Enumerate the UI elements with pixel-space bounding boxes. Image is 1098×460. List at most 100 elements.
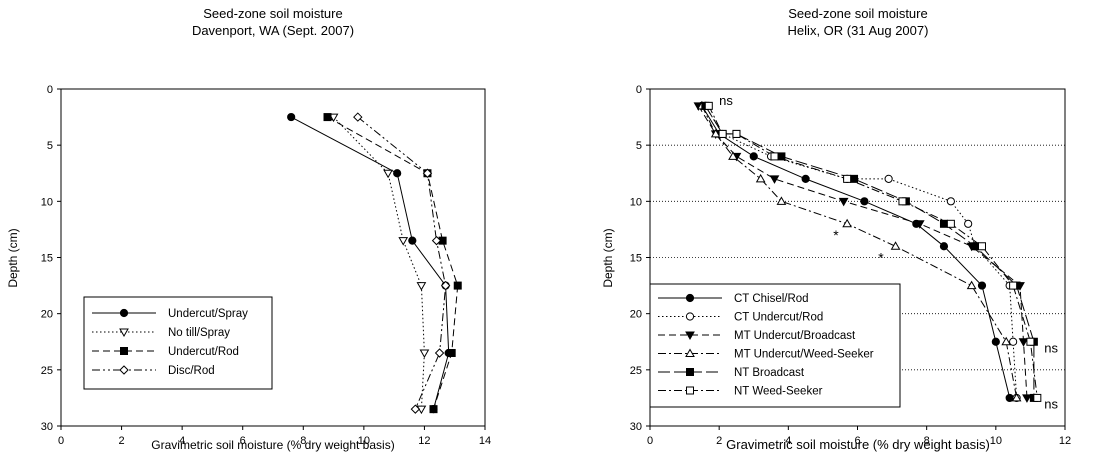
annotation-label: ns [719,93,733,108]
x-tick-label: 6 [240,435,246,447]
annotation-label: ns [1044,340,1058,355]
legend-label: No till/Spray [168,327,230,339]
data-point [1009,281,1018,290]
data-point [1011,392,1022,402]
data-point [1026,337,1035,346]
x-tick-label: 10 [358,435,370,447]
data-point [884,174,893,183]
data-point [939,219,948,228]
data-point [966,280,977,290]
data-point [440,280,451,291]
data-point [323,113,332,122]
legend-label: Disc/Rod [168,365,215,377]
data-point [776,196,787,205]
data-point [431,235,442,246]
data-point [728,151,738,160]
legend-marker [120,347,128,355]
y-tick-label: 30 [630,421,642,433]
x-tick-label: 8 [924,435,930,447]
chart-title: Seed-zone soil moisture [203,6,342,21]
legend-label: NT Weed-Seeker [734,386,823,398]
x-tick-label: 4 [179,435,185,447]
x-tick-label: 6 [854,435,860,447]
y-tick-label: 15 [41,253,53,265]
data-point [393,169,402,178]
y-axis-label: Depth (cm) [6,228,20,287]
chart-davenport: Seed-zone soil moisture Davenport, WA (S… [6,6,491,452]
x-tick-label: 4 [785,435,791,447]
x-tick-label: 14 [479,435,491,447]
x-axis-label: Gravimetric soil moisture (% dry weight … [151,438,394,452]
data-point [749,152,758,161]
data-point [1022,394,1032,403]
x-tick-label: 12 [418,435,430,447]
data-point [353,112,363,122]
chart-subtitle: Helix, OR (31 Aug 2007) [788,23,929,38]
x-tick-label: 10 [990,435,1002,447]
data-point [843,174,852,183]
legend-label: CT Undercut/Rod [734,312,823,324]
series-line-disc-rod [357,116,447,410]
data-point [429,405,438,414]
data-point [434,348,445,358]
x-tick-label: 2 [119,435,125,447]
y-tick-label: 25 [41,365,53,377]
data-point [898,197,907,206]
legend-marker [686,386,694,395]
legend-marker [119,308,129,318]
data-point [971,242,980,251]
data-point [704,101,713,110]
data-point [991,337,1000,346]
data-point [1018,338,1029,347]
chart-title: Seed-zone soil moisture [788,6,927,21]
data-point [939,242,949,251]
legend-label: NT Broadcast [734,367,805,379]
y-tick-label: 20 [630,309,642,321]
annotation-label: ns [1044,397,1058,412]
x-tick-label: 12 [1059,435,1071,447]
data-point [946,197,955,206]
series-line-no-till-spray [333,116,425,410]
data-point [860,197,869,206]
legend-marker [685,312,695,321]
data-point [422,168,433,178]
legend-marker [686,368,694,376]
y-tick-label: 0 [47,84,53,96]
data-point [964,219,973,228]
y-tick-label: 0 [636,84,642,96]
legend-box [83,296,273,390]
legend-marker [685,331,695,341]
data-point [890,241,901,250]
data-point [287,112,296,122]
series-line-undercut-spray [290,116,450,410]
legend-label: Undercut/Rod [168,346,239,358]
legend-label: MT Undercut/Broadcast [734,330,856,342]
annotation-label: * [833,227,839,243]
series-line-mt-undercut-weed-seeker [701,105,1018,398]
data-point [718,129,727,138]
legend-label: CT Chisel/Rod [734,293,809,305]
data-point [946,219,955,228]
y-tick-label: 15 [630,253,642,265]
series-line-undercut-rod [327,116,459,410]
y-tick-label: 20 [41,309,53,321]
data-point [769,175,780,184]
data-point [419,349,430,358]
data-point [801,174,810,183]
data-point [328,113,339,123]
y-tick-label: 10 [41,196,53,208]
annotation-label: * [878,250,884,266]
data-point [1033,393,1042,402]
chart-helix: Seed-zone soil moisture Helix, OR (31 Au… [601,6,1071,452]
legend: CT Chisel/Rod CT Undercut/Rod MT Undercut/… [649,283,901,408]
data-point [842,218,852,228]
y-tick-label: 5 [636,140,642,152]
legend-marker [119,328,129,338]
legend: Undercut/Spray No till/Spray Undercut/Rod D… [83,296,273,390]
series-line-ct-chisel-rod [701,105,1011,399]
data-point [1001,336,1012,346]
y-tick-label: 25 [630,365,642,377]
legend-label: Undercut/Spray [168,308,248,320]
x-tick-label: 8 [300,435,306,447]
data-point [978,242,986,251]
